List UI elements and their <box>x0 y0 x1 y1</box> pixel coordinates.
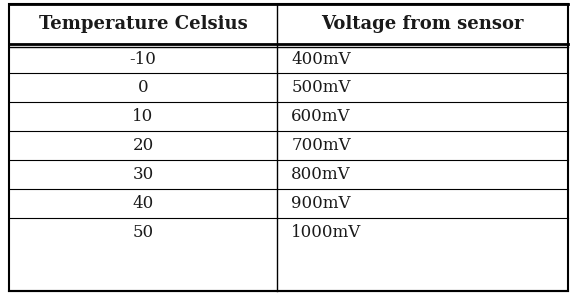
Text: 500mV: 500mV <box>291 79 351 96</box>
Text: 700mV: 700mV <box>291 137 351 154</box>
Text: 40: 40 <box>132 195 153 212</box>
Text: 30: 30 <box>132 166 153 183</box>
Text: 800mV: 800mV <box>291 166 351 183</box>
Text: 600mV: 600mV <box>291 108 351 125</box>
Text: 1000mV: 1000mV <box>291 224 362 241</box>
Text: 20: 20 <box>132 137 153 154</box>
Text: 0: 0 <box>138 79 148 96</box>
Text: 400mV: 400mV <box>291 51 351 68</box>
Text: -10: -10 <box>130 51 156 68</box>
Text: Voltage from sensor: Voltage from sensor <box>321 15 524 33</box>
Text: 10: 10 <box>132 108 153 125</box>
Text: 900mV: 900mV <box>291 195 351 212</box>
Text: 50: 50 <box>132 224 153 241</box>
Text: Temperature Celsius: Temperature Celsius <box>39 15 248 33</box>
